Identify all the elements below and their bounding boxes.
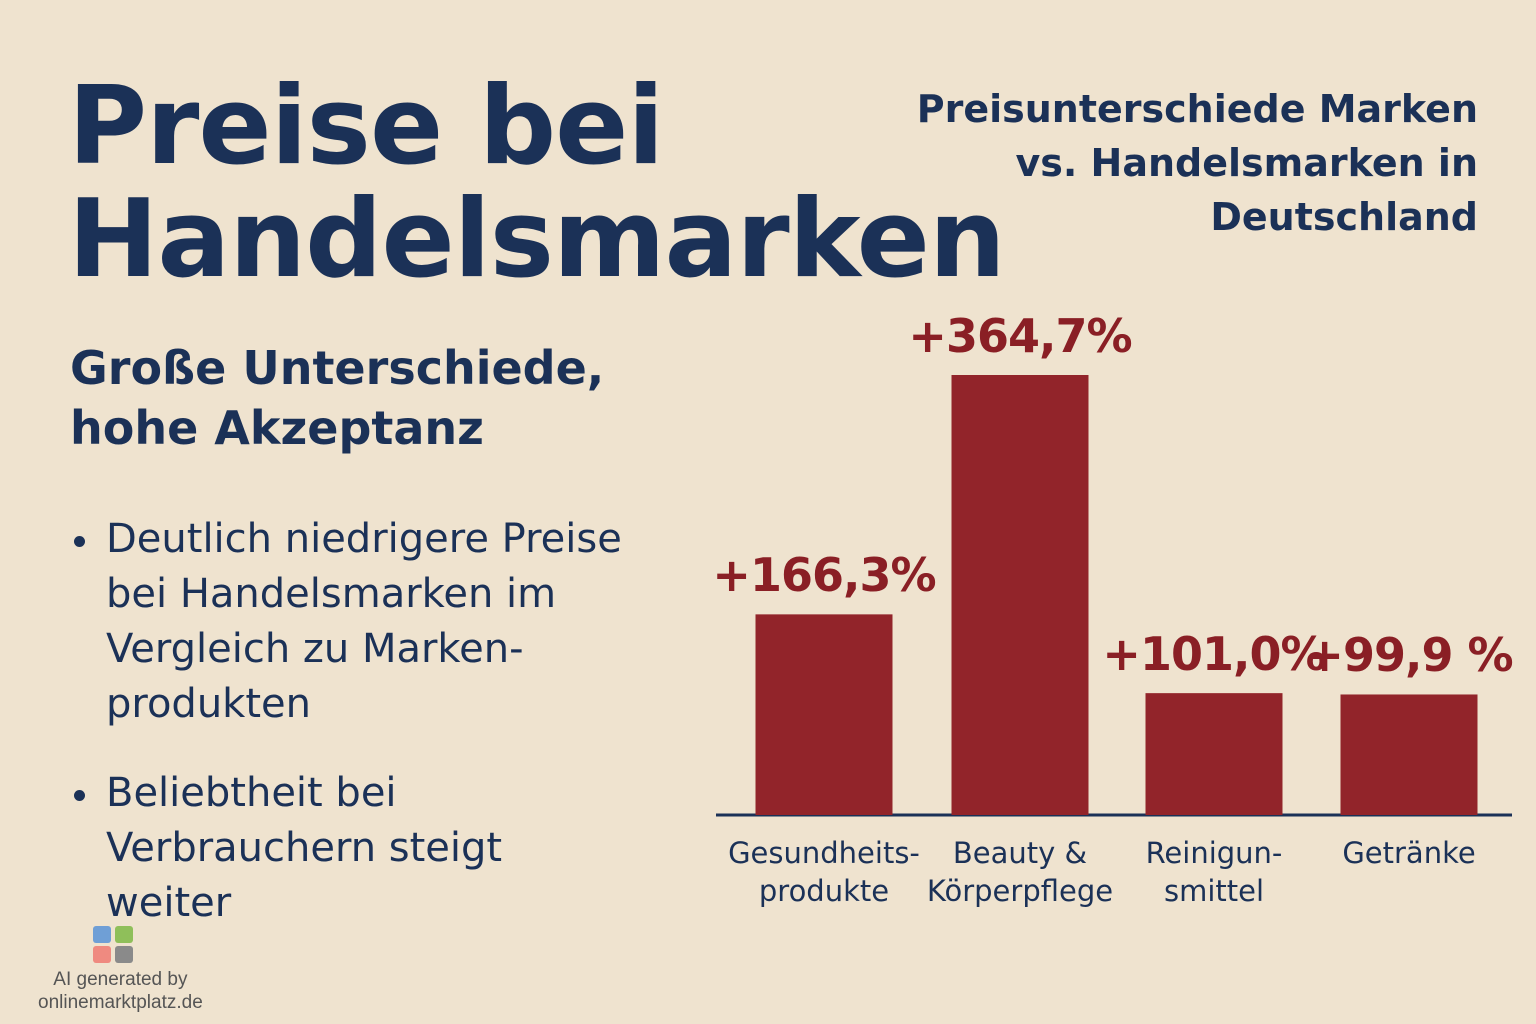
bullet: Deutlich niedrigere Preise bei Handelsma… <box>74 512 622 732</box>
credit: AI generated by onlinemarktplatz.de <box>38 969 203 1013</box>
value-label: +99,9 % <box>1305 628 1513 683</box>
bar <box>755 614 893 815</box>
bullet: Beliebtheit bei Verbrauchern steigt weit… <box>73 766 502 931</box>
value-label: +364,7% <box>908 309 1132 363</box>
x-tick-label: Reinigun- smittel <box>1145 836 1283 908</box>
x-tick-label: Gesundheits- produkte <box>728 836 920 908</box>
title: Preise bei Handelsmarken <box>68 64 1006 302</box>
logo <box>93 926 133 963</box>
x-tick-label: Getränke <box>1342 836 1476 870</box>
bar <box>1340 694 1478 815</box>
bar <box>1145 693 1283 815</box>
bar <box>951 375 1089 815</box>
chart-title: Preisunterschiede Marken vs. Handelsmark… <box>916 87 1478 239</box>
subtitle: Große Unterschiede, hohe Akzeptanz <box>70 341 605 455</box>
value-label: +101,0% <box>1102 627 1326 682</box>
value-label: +166,3% <box>712 548 936 603</box>
x-tick-label: Beauty & Körperpflege <box>926 836 1114 908</box>
